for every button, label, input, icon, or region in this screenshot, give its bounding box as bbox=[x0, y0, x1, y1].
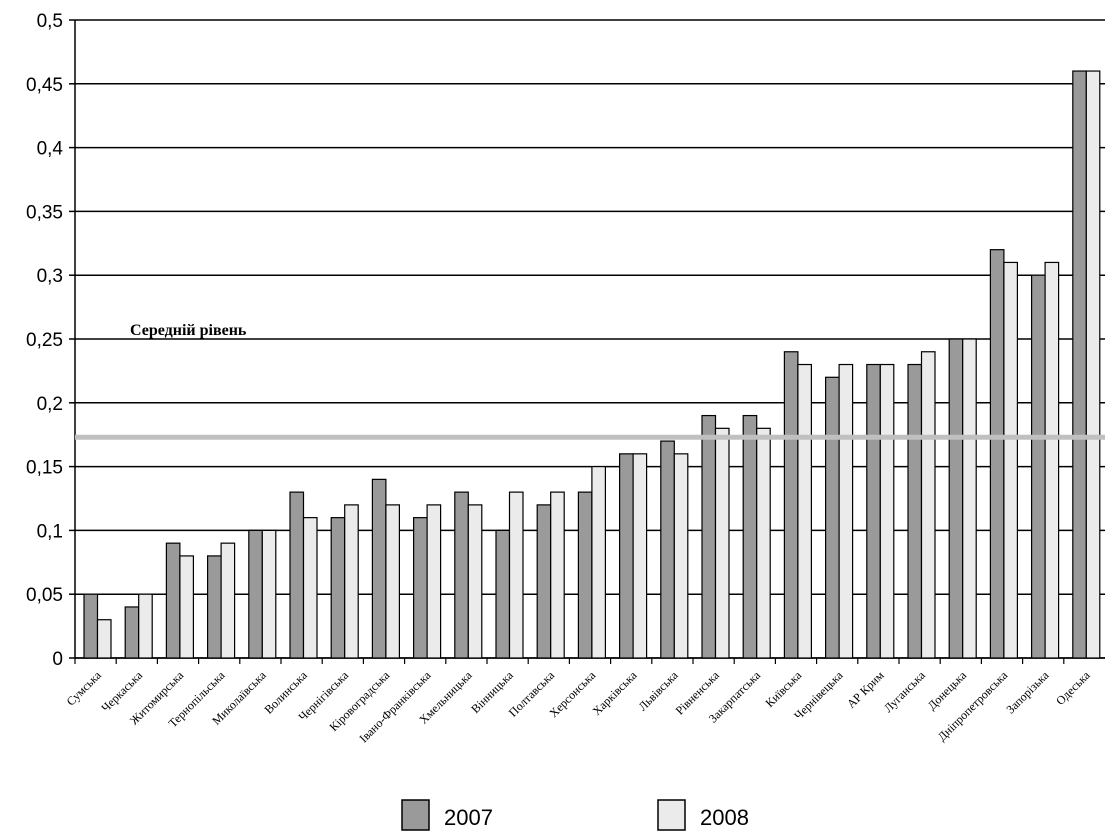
bar-2007 bbox=[618, 453, 634, 659]
category-label: Луганська bbox=[881, 668, 928, 715]
bar-2007 bbox=[124, 606, 140, 659]
bar-2008 bbox=[426, 504, 442, 659]
average-label: Середній рівень bbox=[130, 322, 247, 339]
bar-2008 bbox=[302, 517, 318, 659]
bar-2008 bbox=[1003, 261, 1019, 659]
bar-2007 bbox=[577, 491, 593, 659]
y-tick-label: 0,4 bbox=[37, 139, 64, 160]
category-label: Київська bbox=[762, 668, 804, 710]
y-tick-label: 0,1 bbox=[37, 521, 63, 542]
legend-label: 2007 bbox=[444, 805, 493, 830]
bar-2008 bbox=[756, 427, 771, 659]
bar-2008 bbox=[962, 338, 977, 659]
bar-2008 bbox=[797, 363, 813, 659]
bar-2008 bbox=[920, 351, 936, 659]
bar-2007 bbox=[989, 249, 1005, 659]
category-label: Сумська bbox=[64, 668, 105, 709]
bar-2008 bbox=[385, 504, 400, 659]
bar-2008 bbox=[467, 504, 483, 659]
bar-2007 bbox=[248, 529, 263, 659]
bar-2008 bbox=[673, 453, 689, 659]
bar-2008 bbox=[838, 363, 854, 659]
bar-2007 bbox=[454, 491, 469, 659]
legend-label: 2008 bbox=[700, 805, 749, 830]
y-tick-label: 0,5 bbox=[37, 11, 63, 32]
y-tick-label: 0,05 bbox=[26, 585, 63, 606]
bar-2007 bbox=[495, 529, 511, 659]
bar-2008 bbox=[179, 555, 194, 659]
bar-2007 bbox=[907, 363, 923, 659]
bar-2007 bbox=[413, 517, 428, 659]
bar-2007 bbox=[83, 593, 99, 659]
bar-2008 bbox=[220, 542, 236, 659]
bar-2007 bbox=[742, 414, 758, 659]
bar-2008 bbox=[714, 427, 730, 659]
bar-2008 bbox=[508, 491, 524, 659]
category-label: Івано-Франківська bbox=[356, 668, 434, 746]
bar-2008 bbox=[344, 504, 359, 659]
bar-2007 bbox=[1030, 274, 1046, 659]
y-tick-label: 0,2 bbox=[37, 394, 63, 415]
bar-2008 bbox=[261, 529, 277, 659]
y-tick-label: 0 bbox=[52, 649, 63, 670]
bar-2007 bbox=[165, 542, 181, 659]
category-label: Запорізька bbox=[1003, 668, 1052, 717]
bar-2008 bbox=[1044, 261, 1060, 659]
bar-2008 bbox=[138, 593, 153, 659]
y-tick-label: 0,3 bbox=[37, 266, 63, 287]
y-tick-label: 0,15 bbox=[26, 458, 63, 479]
bar-2007 bbox=[783, 351, 799, 659]
y-tick-label: 0,35 bbox=[26, 202, 63, 223]
bar-2007 bbox=[948, 338, 964, 659]
category-label: Харківська bbox=[590, 668, 640, 718]
bar-2008 bbox=[96, 619, 112, 659]
bar-2007 bbox=[701, 414, 717, 659]
legend-swatch-2007 bbox=[401, 799, 430, 831]
bar-2008 bbox=[591, 466, 607, 659]
bar-2007 bbox=[866, 363, 881, 659]
bar-2007 bbox=[1072, 70, 1087, 659]
category-label: Дніпропетровська bbox=[935, 668, 1011, 744]
bar-2008 bbox=[632, 453, 648, 659]
y-tick-label: 0,45 bbox=[26, 75, 63, 96]
bar-2007 bbox=[207, 555, 222, 659]
bar-2007 bbox=[289, 491, 305, 659]
bar-2007 bbox=[824, 376, 840, 659]
category-label: Одеська bbox=[1053, 668, 1093, 708]
bar-2007 bbox=[660, 440, 675, 659]
bar-2008 bbox=[879, 363, 895, 659]
bar-2007 bbox=[536, 504, 552, 659]
bar-2007 bbox=[330, 517, 346, 659]
y-tick-label: 0,25 bbox=[26, 330, 63, 351]
legend-swatch-2008 bbox=[657, 799, 686, 831]
bar-2007 bbox=[371, 478, 387, 659]
bar-2008 bbox=[1085, 70, 1101, 659]
bar-2008 bbox=[550, 491, 565, 659]
